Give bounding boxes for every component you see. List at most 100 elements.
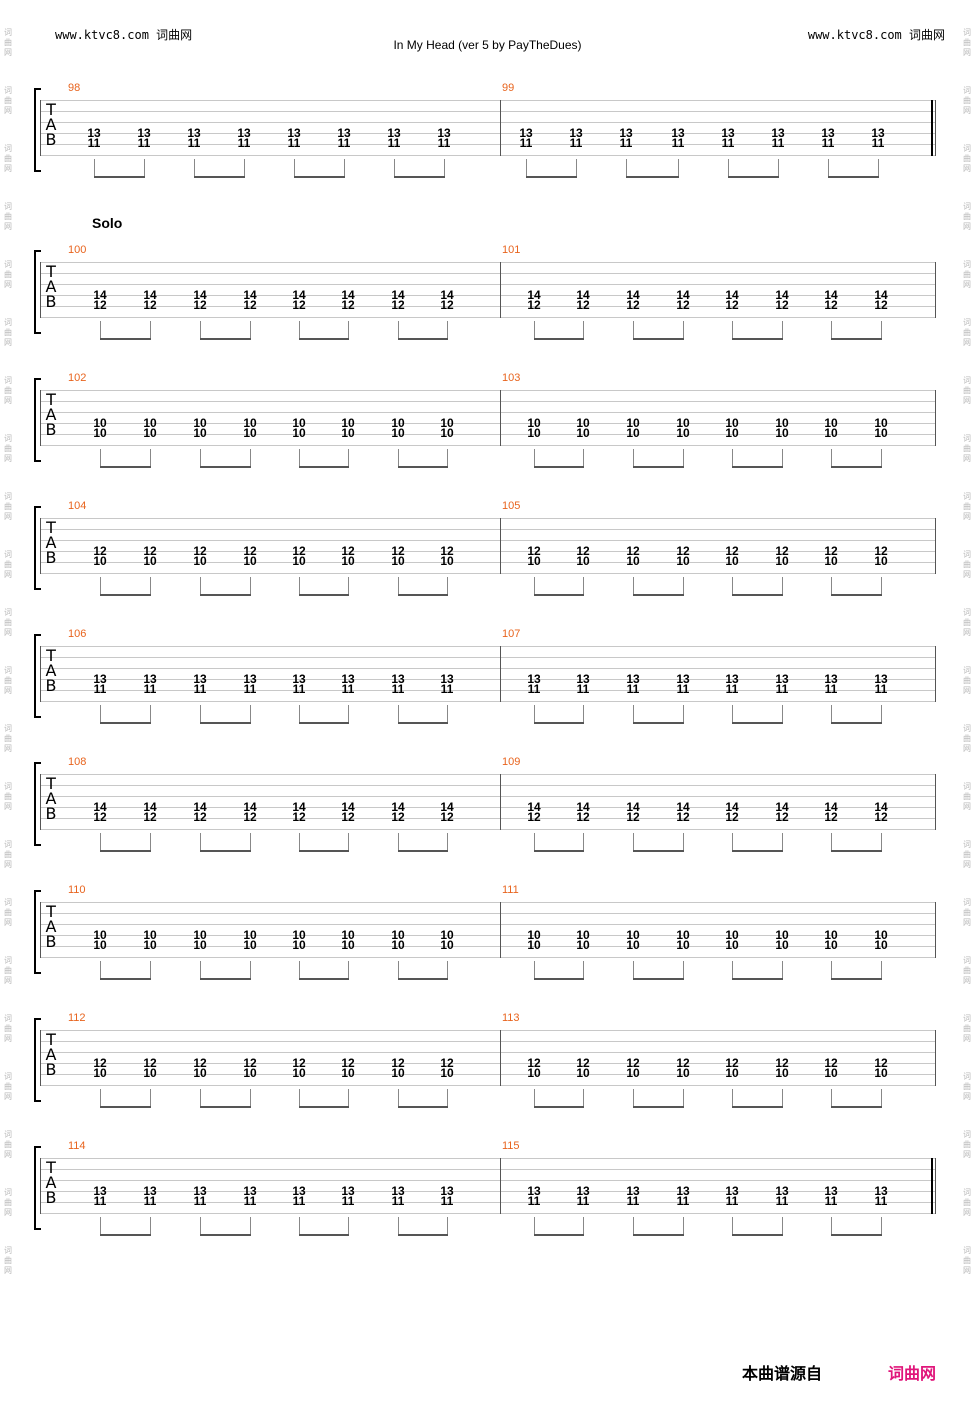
beam: [633, 722, 684, 724]
fret-number-lower: 12: [676, 810, 690, 824]
fret-number-lower: 11: [137, 136, 151, 150]
staff-line: [40, 573, 936, 574]
fret-number-upper: 12: [292, 1056, 306, 1070]
bar-line: [40, 100, 41, 156]
measure-number: 107: [502, 628, 521, 640]
system-bracket: [34, 506, 41, 590]
fret-number-upper: 10: [824, 416, 838, 430]
fret-number-upper: 10: [874, 416, 888, 430]
fret-number-upper: 13: [193, 672, 207, 686]
footer-logo[interactable]: 词曲网: [888, 1366, 937, 1383]
bar-line: [500, 518, 501, 574]
staff-line: [40, 317, 936, 318]
watermark-text: 词曲网: [963, 28, 971, 57]
note-stem: [732, 321, 733, 339]
fret-number-lower: 10: [725, 554, 739, 568]
watermark-text: 词曲网: [963, 782, 971, 811]
bar-line: [935, 1030, 936, 1086]
watermark-text: 词曲网: [963, 1130, 971, 1159]
note-stem: [583, 833, 584, 851]
note-stem: [447, 449, 448, 467]
beam: [200, 850, 251, 852]
staff-line: [40, 829, 936, 830]
watermark-text: 词曲网: [963, 492, 971, 521]
measure-number: 101: [502, 244, 521, 256]
fret-number-upper: 14: [292, 288, 306, 302]
beam: [831, 594, 882, 596]
note-stem: [100, 961, 101, 979]
staff-line: [40, 701, 936, 702]
beam: [299, 850, 349, 852]
fret-number-lower: 10: [391, 1066, 405, 1080]
fret-number-lower: 12: [440, 298, 454, 312]
fret-number-lower: 10: [193, 554, 207, 568]
note-stem: [150, 1089, 151, 1107]
beam: [200, 466, 251, 468]
fret-number-lower: 12: [725, 810, 739, 824]
fret-number-upper: 12: [576, 544, 590, 558]
note-stem: [150, 577, 151, 595]
fret-number-lower: 12: [391, 298, 405, 312]
fret-number-lower: 12: [440, 810, 454, 824]
fret-number-lower: 11: [874, 1194, 888, 1208]
fret-number-upper: 14: [341, 800, 355, 814]
bar-line: [935, 390, 936, 446]
note-stem: [250, 577, 251, 595]
note-stem: [732, 1089, 733, 1107]
note-stem: [831, 705, 832, 723]
tab-system: T A B 100 14 12 14 12 14 12 14 12 14 12 14 12 14 12 14 12 10…: [0, 244, 975, 372]
beam: [831, 338, 882, 340]
fret-number-upper: 14: [391, 800, 405, 814]
fret-number-lower: 10: [874, 938, 888, 952]
note-stem: [200, 1089, 201, 1107]
fret-number-lower: 10: [576, 426, 590, 440]
fret-number-lower: 12: [243, 810, 257, 824]
fret-number-lower: 11: [775, 682, 789, 696]
fret-number-upper: 12: [440, 544, 454, 558]
tab-clef-letter: B: [45, 1188, 57, 1207]
measure-number: 98: [68, 82, 81, 94]
note-stem: [294, 159, 295, 177]
measure-number: 99: [502, 82, 515, 94]
note-stem: [144, 159, 145, 177]
staff-line: [40, 935, 936, 936]
fret-number-upper: 13: [626, 1184, 640, 1198]
site-link-right[interactable]: www.ktvc8.com 词曲网: [807, 28, 945, 42]
fret-number-lower: 11: [287, 136, 301, 150]
bar-line: [40, 262, 41, 318]
note-stem: [398, 833, 399, 851]
beam: [100, 722, 151, 724]
watermark-text: 词曲网: [963, 1072, 971, 1101]
staff-line: [40, 1030, 936, 1031]
note-stem: [244, 159, 245, 177]
beam: [633, 978, 684, 980]
fret-number-upper: 12: [341, 544, 355, 558]
fret-number-lower: 10: [874, 554, 888, 568]
watermark-text: 词曲网: [4, 376, 12, 405]
fret-number-lower: 11: [437, 136, 451, 150]
fret-number-upper: 14: [243, 800, 257, 814]
fret-number-lower: 10: [676, 938, 690, 952]
note-stem: [200, 577, 201, 595]
tab-clef-letter: A: [45, 661, 57, 680]
fret-number-lower: 10: [143, 554, 157, 568]
tab-clef-letter: T: [46, 1030, 56, 1049]
site-link-left[interactable]: www.ktvc8.com 词曲网: [55, 28, 193, 42]
note-stem: [881, 1089, 882, 1107]
fret-number-upper: 12: [775, 1056, 789, 1070]
note-stem: [250, 833, 251, 851]
fret-number-upper: 12: [93, 1056, 107, 1070]
beam: [100, 1106, 151, 1108]
tab-system: T A B 98 13 11 13 11 13 11 13 11 13 11 13 11 13 11 13 11 99 1…: [0, 82, 975, 210]
fret-number-upper: 14: [341, 288, 355, 302]
fret-number-upper: 13: [87, 126, 101, 140]
fret-number-upper: 13: [287, 126, 301, 140]
fret-number-lower: 10: [626, 938, 640, 952]
note-stem: [782, 449, 783, 467]
fret-number-lower: 10: [626, 554, 640, 568]
